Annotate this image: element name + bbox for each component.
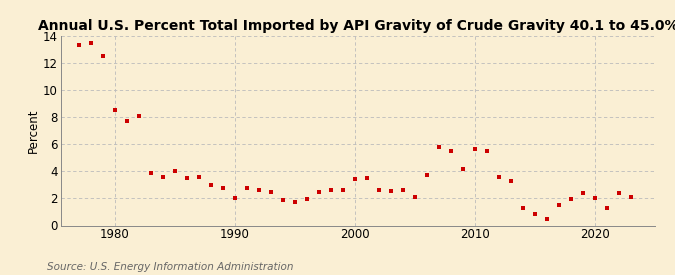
Point bbox=[182, 176, 192, 180]
Point bbox=[325, 188, 336, 192]
Point bbox=[157, 175, 168, 179]
Point bbox=[301, 197, 312, 201]
Title: Annual U.S. Percent Total Imported by API Gravity of Crude Gravity 40.1 to 45.0%: Annual U.S. Percent Total Imported by AP… bbox=[38, 19, 675, 33]
Point bbox=[446, 149, 456, 153]
Point bbox=[421, 173, 432, 178]
Point bbox=[109, 108, 120, 112]
Point bbox=[398, 188, 408, 192]
Point bbox=[554, 203, 564, 207]
Point bbox=[577, 191, 588, 195]
Point bbox=[193, 175, 204, 179]
Point bbox=[350, 177, 360, 182]
Point bbox=[338, 188, 348, 192]
Point bbox=[566, 197, 576, 201]
Point bbox=[529, 212, 540, 216]
Point bbox=[493, 175, 504, 179]
Point bbox=[361, 176, 372, 180]
Point bbox=[230, 196, 240, 200]
Point bbox=[217, 185, 228, 190]
Point bbox=[253, 188, 264, 192]
Point bbox=[385, 189, 396, 193]
Y-axis label: Percent: Percent bbox=[27, 108, 40, 153]
Point bbox=[205, 183, 216, 187]
Point bbox=[313, 189, 324, 194]
Point bbox=[458, 166, 468, 171]
Point bbox=[169, 169, 180, 174]
Point bbox=[290, 200, 300, 204]
Point bbox=[373, 188, 384, 192]
Point bbox=[242, 185, 252, 190]
Point bbox=[134, 114, 144, 118]
Point bbox=[85, 40, 96, 45]
Point bbox=[469, 147, 480, 151]
Point bbox=[541, 216, 552, 221]
Point bbox=[614, 191, 624, 195]
Point bbox=[481, 149, 492, 153]
Text: Source: U.S. Energy Information Administration: Source: U.S. Energy Information Administ… bbox=[47, 262, 294, 272]
Point bbox=[409, 195, 420, 199]
Point bbox=[517, 206, 528, 210]
Point bbox=[122, 119, 132, 123]
Point bbox=[506, 178, 516, 183]
Point bbox=[625, 195, 636, 199]
Point bbox=[265, 189, 276, 194]
Point bbox=[97, 54, 108, 58]
Point bbox=[145, 170, 156, 175]
Point bbox=[433, 145, 444, 149]
Point bbox=[74, 43, 84, 48]
Point bbox=[277, 198, 288, 203]
Point bbox=[589, 196, 600, 200]
Point bbox=[601, 206, 612, 210]
